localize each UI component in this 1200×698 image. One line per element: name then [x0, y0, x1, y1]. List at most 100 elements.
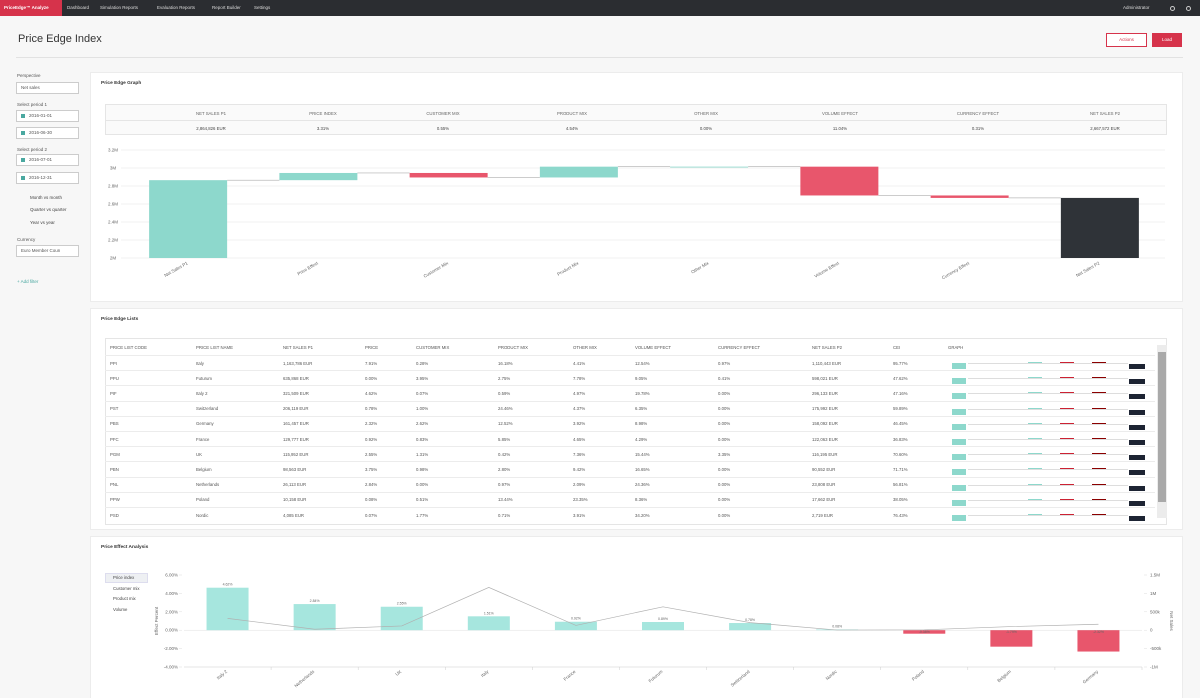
- cell: 4.29%: [635, 436, 648, 442]
- mini-bar: [1060, 453, 1074, 455]
- cell: UK: [196, 451, 202, 457]
- tab[interactable]: Volume: [113, 606, 128, 612]
- mini-bar: [952, 408, 966, 415]
- mini-bar: [1028, 438, 1042, 439]
- cell: 3.35%: [718, 451, 731, 457]
- actions-button[interactable]: Actions: [1106, 33, 1147, 47]
- cell: 98,563 EUR: [283, 466, 307, 472]
- summary-value: 3.31%: [316, 126, 330, 131]
- column-header: PRODUCT MIX: [498, 345, 529, 350]
- comparison-option[interactable]: Month vs month: [30, 195, 63, 200]
- calendar-icon: [21, 176, 25, 180]
- date-input[interactable]: 2016-06-30: [16, 127, 79, 139]
- cell: 36.83%: [893, 436, 908, 442]
- cell: 0.00%: [718, 406, 731, 412]
- mini-bar: [1060, 377, 1074, 379]
- date-input[interactable]: 2016-07-01: [16, 154, 79, 166]
- scroll-thumb[interactable]: [1158, 352, 1166, 502]
- cell: 116,195 EUR: [812, 451, 838, 457]
- calendar-icon: [21, 131, 25, 135]
- mini-bar: [952, 469, 966, 476]
- mini-bar: [1129, 379, 1145, 385]
- mini-bar: [1129, 516, 1145, 521]
- cell: 1,163,786 EUR: [283, 360, 313, 366]
- user[interactable]: Administrator: [1123, 5, 1150, 10]
- mini-bar: [1028, 422, 1042, 424]
- page-title: Price Edge Index: [18, 33, 102, 45]
- date-input[interactable]: 2016-12-31: [16, 172, 79, 184]
- cell: 24.36%: [635, 482, 650, 488]
- load-button[interactable]: Load: [1152, 33, 1182, 47]
- cell: 19.78%: [635, 390, 650, 396]
- mini-bar: [952, 499, 966, 506]
- cell: 2.55%: [365, 451, 378, 457]
- summary-header: PRICE INDEX: [309, 111, 337, 116]
- cell: 59.89%: [893, 406, 908, 412]
- cell: 4,085 EUR: [283, 512, 305, 518]
- cell: PBS: [110, 421, 119, 427]
- mini-graph: [952, 389, 1147, 400]
- nav-item[interactable]: Simulation Reports: [100, 5, 139, 10]
- column-header: CURRENCY EFFECT: [718, 345, 761, 350]
- summary-value: 4.54%: [565, 126, 579, 131]
- row-divider: [105, 507, 1155, 508]
- cell: 9.05%: [635, 375, 648, 381]
- cell: 26,113 EUR: [283, 482, 307, 488]
- cell: 7.91%: [365, 360, 378, 366]
- comparison-option[interactable]: Year vs year: [30, 220, 55, 225]
- mini-bar: [1028, 514, 1042, 515]
- mini-line: [968, 499, 1128, 501]
- panel-title[interactable]: Price Edge Lists: [101, 317, 139, 322]
- mini-line: [968, 423, 1128, 425]
- mini-bar: [1060, 438, 1074, 439]
- nav-item[interactable]: Dashboard: [67, 5, 90, 10]
- tab[interactable]: Product mix: [113, 596, 136, 601]
- mini-line: [968, 393, 1128, 395]
- mini-bar: [1060, 422, 1074, 424]
- cell: 16.65%: [635, 466, 650, 472]
- mini-line: [968, 515, 1128, 516]
- sidebar-label: Select period 1: [17, 102, 48, 107]
- comparison-option[interactable]: Quarter vs quarter: [30, 207, 67, 212]
- nav-item[interactable]: Settings: [254, 5, 271, 10]
- panel-title[interactable]: Price Effect Analysis: [101, 545, 149, 550]
- summary-value: 0.55%: [436, 126, 450, 131]
- mini-graph: [952, 511, 1147, 521]
- add-filter[interactable]: + Add filter: [17, 279, 39, 284]
- mini-line: [968, 454, 1128, 456]
- mini-graph: [952, 496, 1147, 506]
- mini-bar: [1060, 514, 1074, 515]
- nav-icon[interactable]: [1186, 6, 1191, 11]
- mini-bar: [1129, 409, 1145, 415]
- mini-bar: [1028, 362, 1042, 363]
- cell: 0.00%: [718, 466, 731, 472]
- mini-line: [968, 408, 1128, 410]
- mini-bar: [1028, 392, 1042, 394]
- cell: 2.09%: [573, 482, 586, 488]
- cell: Italy 2: [196, 390, 208, 396]
- cell: PBN: [110, 466, 119, 472]
- tab[interactable]: Customer mix: [113, 585, 140, 591]
- perspective-select[interactable]: Net sales: [16, 82, 79, 94]
- mini-line: [968, 484, 1128, 486]
- cell: 9.42%: [573, 466, 586, 472]
- cell: 15.44%: [635, 451, 650, 457]
- nav-item[interactable]: Report Builder: [212, 5, 241, 10]
- cell: PPU: [110, 375, 119, 381]
- tab[interactable]: Price index: [113, 575, 135, 580]
- cell: 0.00%: [718, 436, 731, 442]
- mini-bar: [1129, 424, 1145, 430]
- cell: 34.20%: [635, 512, 650, 518]
- brand[interactable]: PriceEdge™ Analyze: [0, 0, 62, 16]
- nav-item[interactable]: Evaluation Reports: [157, 5, 196, 10]
- cell: PGM: [110, 451, 120, 457]
- summary-value: 11.04%: [832, 126, 848, 131]
- date-input[interactable]: 2016-01-01: [16, 110, 79, 122]
- panel-title[interactable]: Price Edge Graph: [101, 81, 142, 86]
- mini-graph: [952, 420, 1147, 430]
- mini-line: [968, 469, 1128, 471]
- nav-icon[interactable]: [1170, 6, 1175, 11]
- cell: 1.00%: [416, 406, 429, 412]
- currency-select[interactable]: Euro Member Coun: [16, 245, 79, 257]
- sidebar-label: Select period 2: [17, 147, 48, 152]
